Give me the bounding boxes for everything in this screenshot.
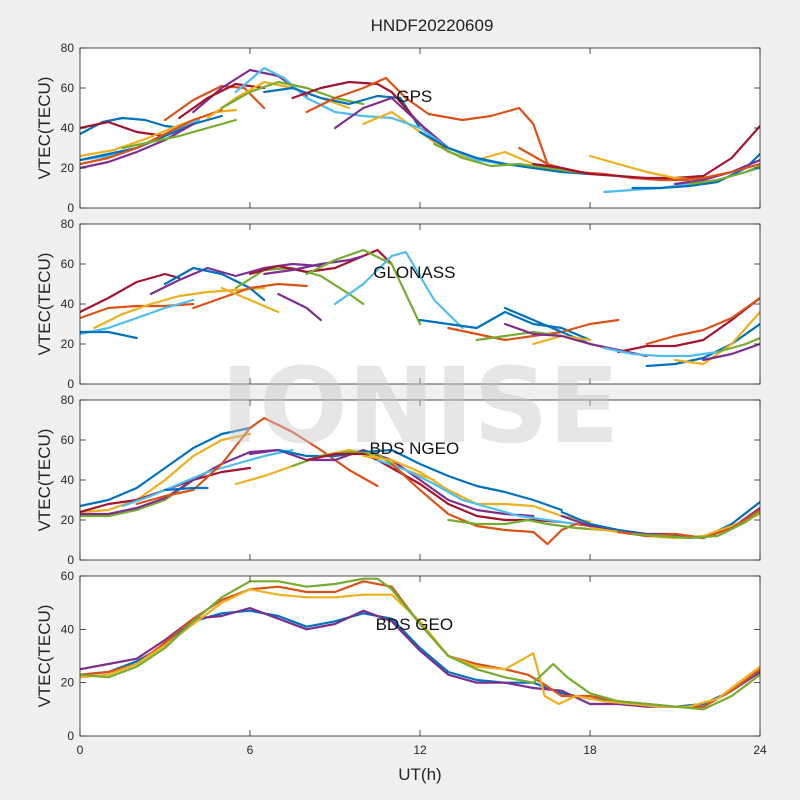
- series-line: [178, 82, 266, 120]
- series-line: [702, 342, 760, 362]
- series-line: [645, 296, 760, 346]
- series-group: [80, 248, 760, 368]
- series-line: [333, 250, 464, 330]
- panel-label: BDS NGEO: [369, 439, 459, 458]
- series-line: [80, 120, 167, 138]
- y-tick-label: 60: [61, 81, 75, 95]
- series-line: [305, 76, 549, 166]
- series-line: [305, 248, 422, 326]
- y-tick-label: 80: [61, 41, 75, 55]
- x-tick-label: 18: [583, 743, 597, 757]
- series-line: [433, 142, 577, 174]
- series-line: [234, 66, 393, 120]
- plot-area: [80, 576, 760, 736]
- series-line: [220, 80, 365, 110]
- series-line: [121, 448, 294, 508]
- y-tick-label: 80: [61, 393, 75, 407]
- series-line: [80, 122, 195, 170]
- series-line: [121, 118, 237, 150]
- y-tick-label: 20: [61, 161, 75, 175]
- series-group: [80, 416, 760, 546]
- series-line: [248, 248, 393, 276]
- x-tick-label: 12: [413, 743, 427, 757]
- series-line: [80, 426, 252, 508]
- series-line: [263, 254, 365, 276]
- series-line: [80, 272, 181, 314]
- y-axis-label: VTEC(TECU): [35, 605, 54, 708]
- y-axis-label: VTEC(TECU): [35, 253, 54, 356]
- series-line: [688, 164, 760, 186]
- series-line: [263, 86, 422, 130]
- x-tick-label: 0: [77, 743, 84, 757]
- series-line: [532, 124, 760, 180]
- series-line: [447, 518, 606, 532]
- y-tick-label: 0: [67, 729, 74, 743]
- series-line: [631, 510, 760, 540]
- series-line: [376, 458, 577, 526]
- series-line: [645, 322, 760, 368]
- series-line: [80, 298, 195, 336]
- series-line: [716, 336, 760, 354]
- panel-label: GLONASS: [373, 263, 455, 282]
- panel-glonass: 0 20 40 60 80 VTEC(TECU) GLONASS: [35, 217, 761, 391]
- series-line: [447, 318, 620, 342]
- series-line: [192, 282, 308, 310]
- y-tick-label: 0: [67, 201, 74, 215]
- y-tick-label: 20: [61, 513, 75, 527]
- x-axis-label: UT(h): [398, 765, 441, 784]
- series-line: [93, 286, 266, 330]
- series-line: [673, 310, 760, 366]
- y-tick-label: 60: [61, 433, 75, 447]
- series-line: [362, 110, 563, 174]
- series-line: [277, 292, 322, 322]
- series-line: [673, 162, 760, 182]
- panel-bds-geo: 0 20 40 60 0 6 12 18 24 VTEC(TECU) BDS GEO: [35, 569, 767, 757]
- y-tick-label: 20: [61, 676, 75, 690]
- series-line: [149, 262, 322, 296]
- series-line: [163, 84, 266, 122]
- series-line: [80, 577, 760, 711]
- panel-bds-ngeo: 0 20 40 60 80 VTEC(TECU) BDS NGEO: [35, 393, 761, 567]
- series-line: [80, 432, 252, 514]
- panel-label: BDS GEO: [376, 615, 453, 634]
- panel-gps: 0 20 40 60 80 VTEC(TECU) GPS: [35, 41, 761, 215]
- series-line: [305, 452, 563, 524]
- y-tick-label: 40: [61, 297, 75, 311]
- series-line: [80, 330, 138, 340]
- y-tick-label: 20: [61, 337, 75, 351]
- series-line: [603, 346, 719, 358]
- y-axis-label: VTEC(TECU): [35, 429, 54, 532]
- series-line: [220, 286, 280, 314]
- series-group: [80, 66, 760, 194]
- watermark: IONISE: [221, 345, 620, 467]
- y-axis-label: VTEC(TECU): [35, 77, 54, 180]
- y-tick-label: 40: [61, 121, 75, 135]
- y-tick-label: 0: [67, 377, 74, 391]
- series-line: [617, 296, 760, 354]
- y-tick-label: 80: [61, 217, 75, 231]
- x-tick-label: 24: [753, 743, 767, 757]
- series-group: [80, 577, 760, 711]
- y-tick-label: 60: [61, 257, 75, 271]
- series-line: [163, 266, 266, 302]
- y-tick-label: 40: [61, 622, 75, 636]
- figure-title: HNDF20220609: [371, 16, 494, 35]
- series-line: [163, 486, 209, 492]
- y-tick-label: 0: [67, 553, 74, 567]
- y-tick-label: 60: [61, 569, 75, 583]
- panel-label: GPS: [396, 87, 432, 106]
- series-line: [418, 310, 592, 342]
- y-tick-label: 40: [61, 473, 75, 487]
- x-tick-label: 6: [247, 743, 254, 757]
